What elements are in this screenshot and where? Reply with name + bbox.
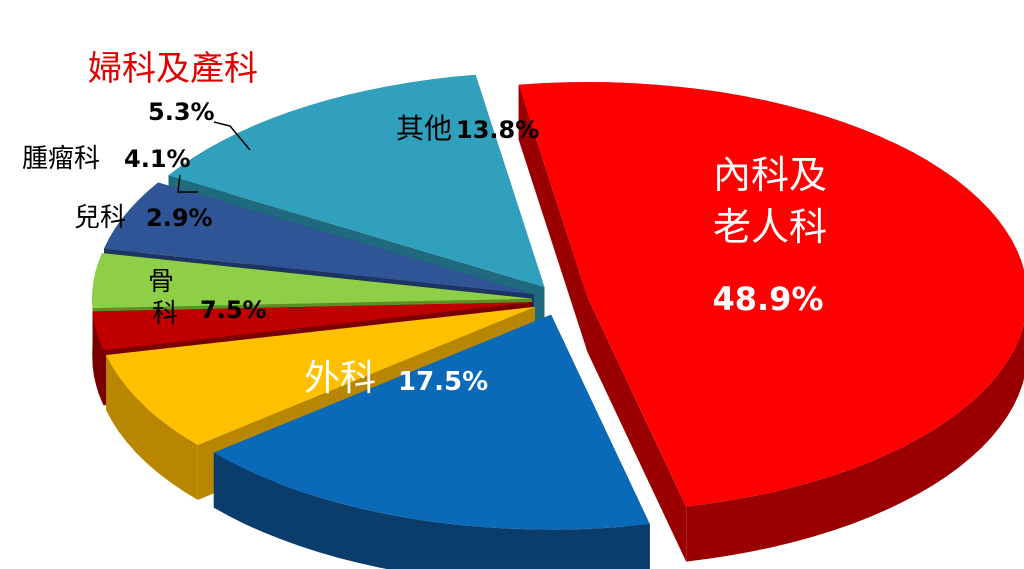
leader-line-oncology [177,174,198,193]
slice-label-ortho-line2: 科 [152,299,178,329]
slice-oncology [92,253,533,309]
leader-line-obgyn [213,121,251,151]
slice-value-internal: 48.9% [712,280,823,318]
slice-label-surgery: 外科 [304,358,376,399]
slice-label-pediatrics: 兒科 [74,203,126,233]
slice-label-obgyn: 婦科及產科 [88,49,258,89]
slice-value-pediatrics: 2.9% [146,204,213,232]
slice-label-internal-line2: 老人科 [713,205,827,249]
slice-wall-internal-0 [518,84,588,353]
slice-label-ortho-line1: 骨 [148,267,174,297]
slice-value-obgyn: 5.3% [148,98,215,126]
slice-side-ortho [106,355,198,500]
slice-wall-internal-1 [587,297,687,562]
slice-other [168,74,545,288]
slice-side-pediatrics [92,311,104,406]
slice-pediatrics [92,302,533,351]
slice-label-internal-line1: 內科及 [713,153,827,197]
slice-surgery [213,314,650,530]
slice-value-surgery: 17.5% [398,367,488,397]
slice-label-oncology: 腫瘤科 [22,144,100,174]
slice-internal [518,82,1024,507]
slice-value-oncology: 4.1% [124,145,191,173]
slice-ortho [106,306,535,445]
slice-value-other: 13.8% [456,116,539,144]
slice-obgyn [104,182,534,295]
slice-label-other: 其他 [396,112,452,145]
slice-side-surgery [213,452,650,569]
slice-value-ortho: 7.5% [200,296,267,324]
